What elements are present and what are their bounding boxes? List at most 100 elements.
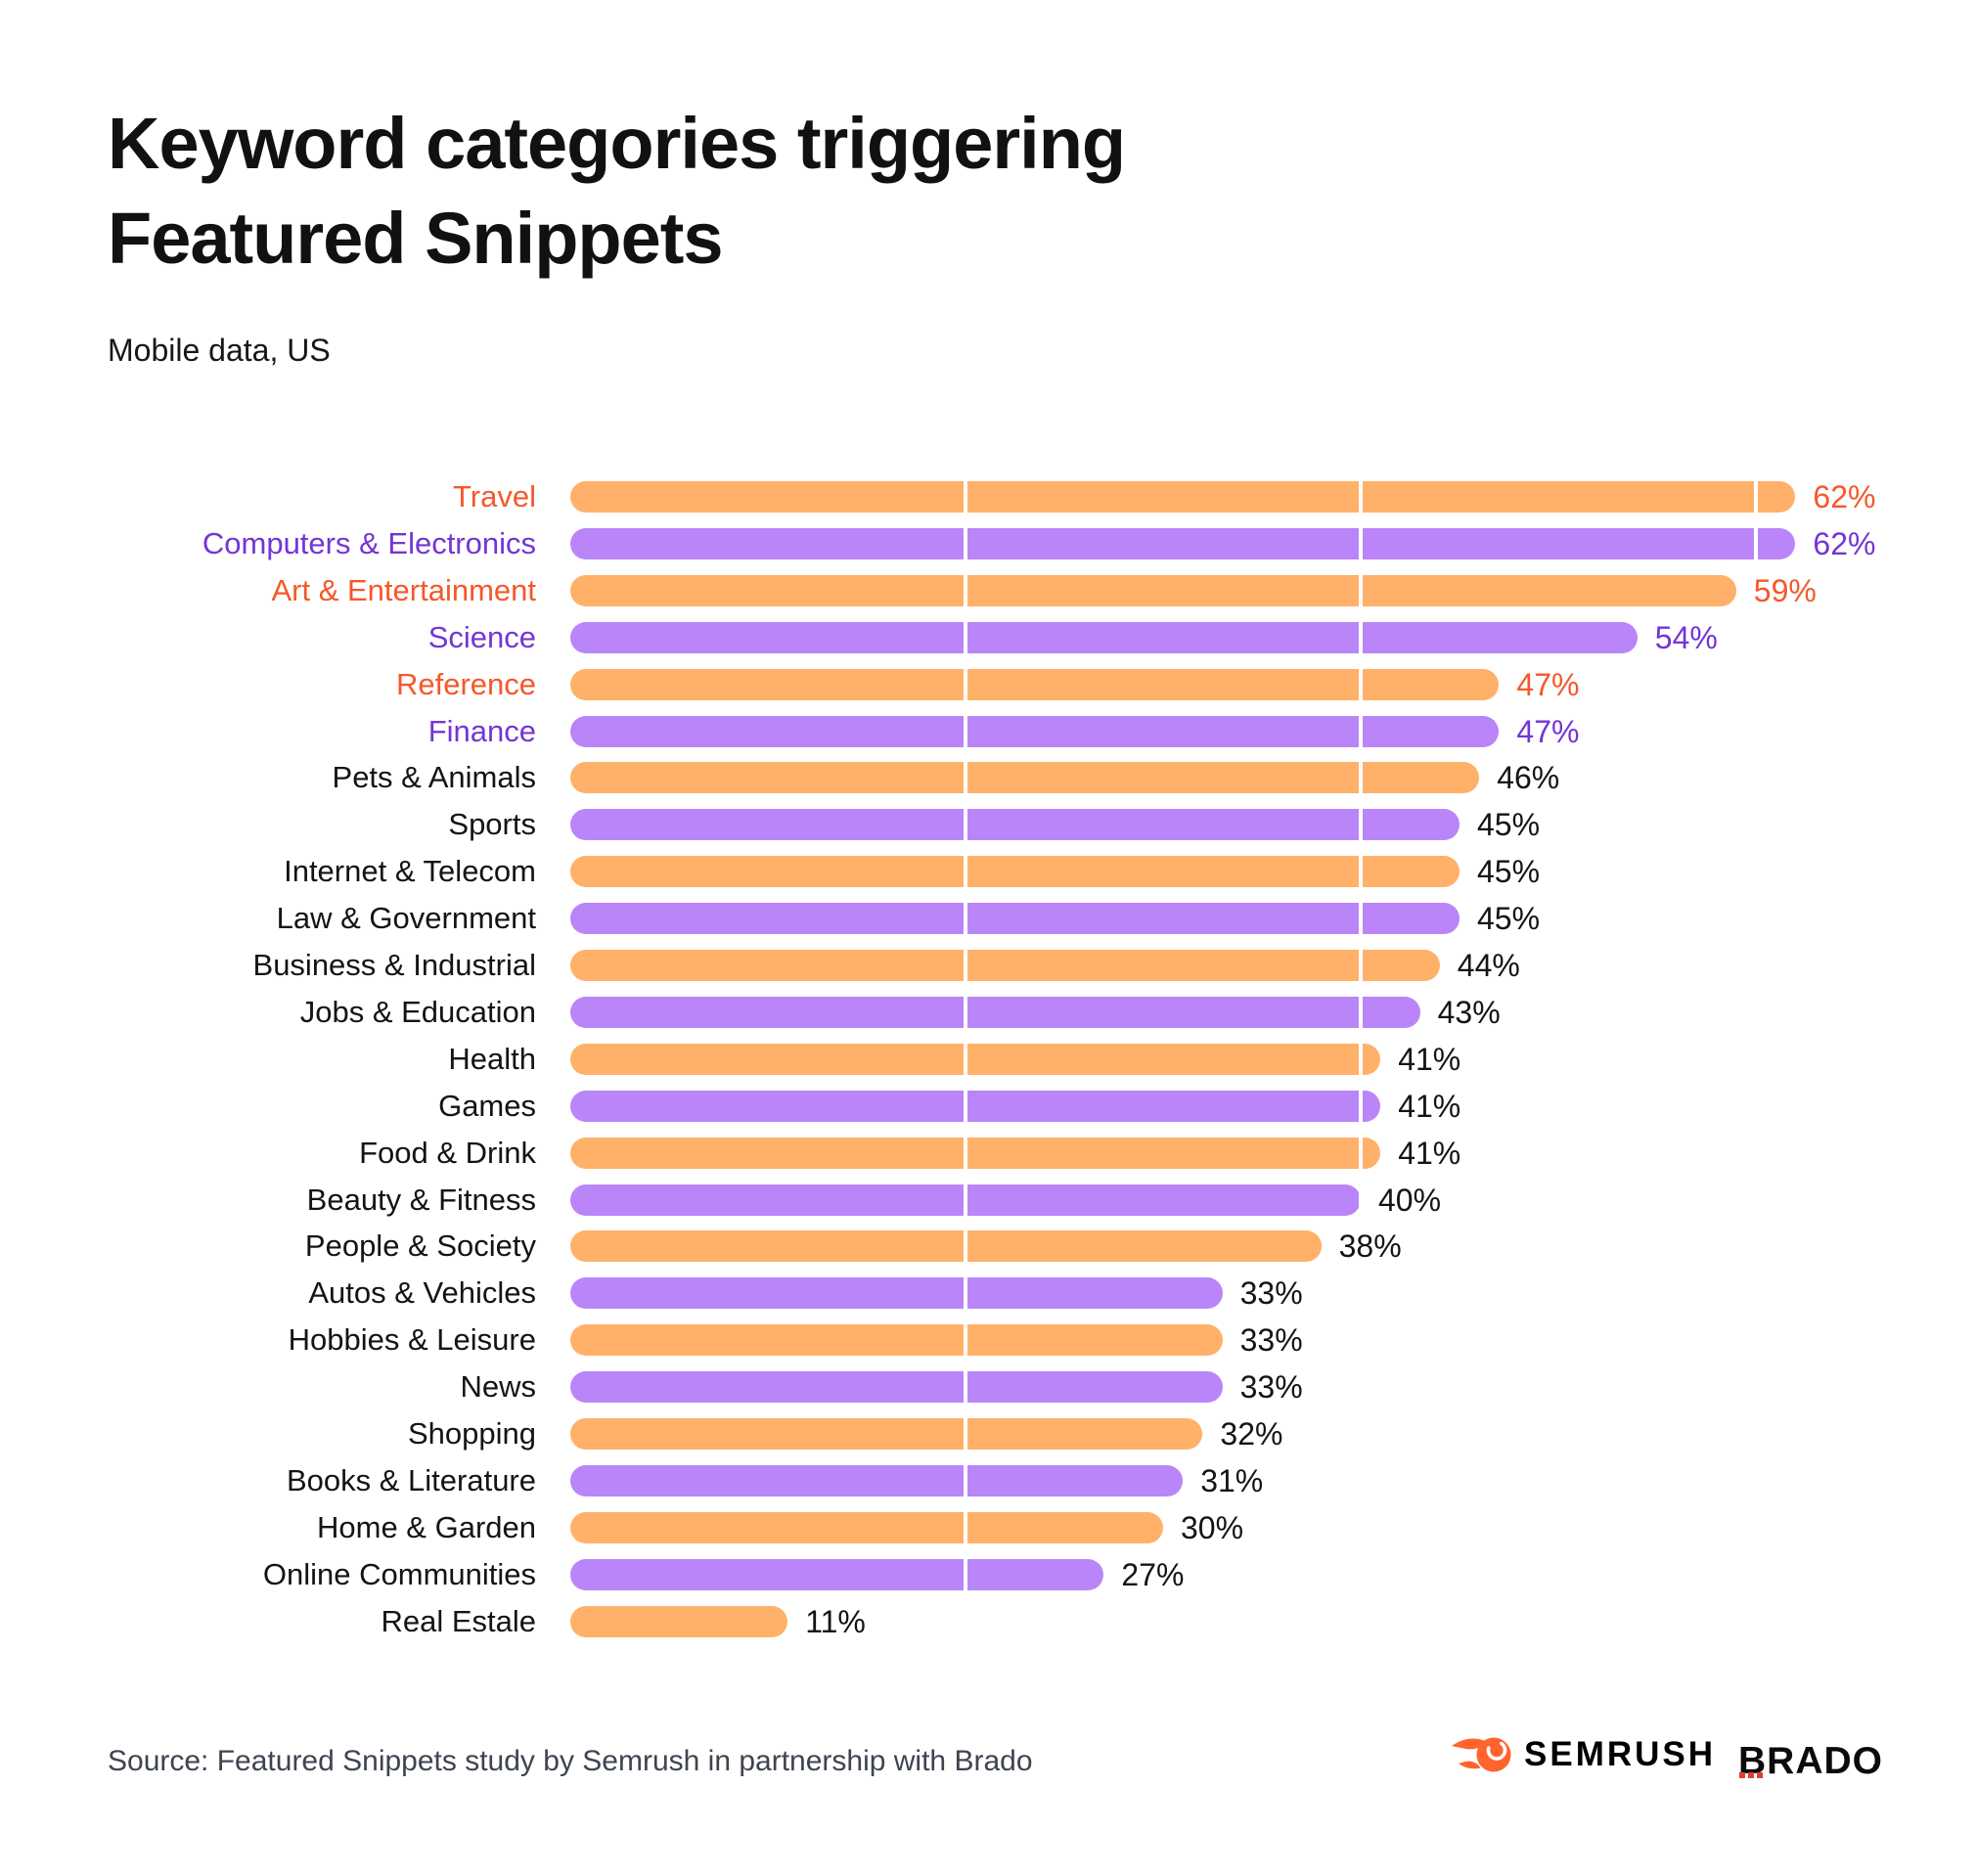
value-label: 41% bbox=[1398, 1135, 1461, 1171]
chart-row: News 33% bbox=[0, 1369, 1976, 1406]
value-label: 43% bbox=[1437, 994, 1501, 1030]
value-label: 54% bbox=[1654, 619, 1718, 655]
category-bar bbox=[570, 762, 1480, 794]
page-title-line2: Featured Snippets bbox=[108, 198, 724, 279]
category-label: Hobbies & Leisure bbox=[288, 1322, 536, 1358]
category-label: Finance bbox=[427, 713, 536, 748]
chart-row: Real Estale 11% bbox=[0, 1603, 1976, 1639]
brado-dots-icon bbox=[1739, 1772, 1763, 1778]
chart-row: Reference 47% bbox=[0, 666, 1976, 701]
category-bar bbox=[570, 1511, 1163, 1543]
value-label: 27% bbox=[1121, 1556, 1185, 1592]
source-note: Source: Featured Snippets study by Semru… bbox=[108, 1745, 1033, 1777]
category-label: People & Society bbox=[304, 1228, 536, 1264]
category-bar bbox=[570, 668, 1500, 700]
value-label: 33% bbox=[1239, 1369, 1303, 1406]
category-label: Beauty & Fitness bbox=[306, 1182, 536, 1217]
value-label: 45% bbox=[1477, 807, 1541, 843]
chart-row: Home & Garden 30% bbox=[0, 1509, 1976, 1545]
category-label: Online Communities bbox=[262, 1556, 536, 1591]
category-label: Reference bbox=[395, 666, 536, 701]
category-bar bbox=[570, 1230, 1322, 1263]
value-label: 47% bbox=[1516, 713, 1580, 749]
value-label: 45% bbox=[1477, 854, 1541, 890]
value-label: 45% bbox=[1477, 901, 1541, 937]
value-label: 44% bbox=[1457, 948, 1520, 983]
category-label: Sports bbox=[448, 807, 536, 842]
chart-row: Travel 62% bbox=[0, 481, 1976, 513]
chart-row: Jobs & Education 43% bbox=[0, 994, 1976, 1030]
category-bar bbox=[570, 574, 1736, 606]
category-bar bbox=[570, 809, 1460, 841]
gridline bbox=[1359, 477, 1363, 1645]
semrush-logo: SEMRUSH bbox=[1452, 1729, 1716, 1780]
value-label: 40% bbox=[1378, 1182, 1442, 1218]
value-label: 32% bbox=[1220, 1416, 1283, 1452]
category-label: Art & Entertainment bbox=[271, 572, 536, 607]
value-label: 59% bbox=[1753, 572, 1817, 608]
gridline bbox=[964, 477, 967, 1645]
category-bar bbox=[570, 950, 1440, 981]
value-label: 62% bbox=[1813, 479, 1876, 514]
category-bar bbox=[570, 1137, 1381, 1169]
chart-row: Autos & Vehicles 33% bbox=[0, 1277, 1976, 1310]
category-bar bbox=[570, 1558, 1104, 1590]
value-label: 30% bbox=[1181, 1509, 1244, 1545]
category-bar bbox=[570, 1043, 1381, 1075]
category-bar bbox=[570, 621, 1638, 653]
chart-row: Finance 47% bbox=[0, 713, 1976, 749]
value-label: 41% bbox=[1398, 1041, 1461, 1077]
value-label: 46% bbox=[1497, 760, 1560, 796]
category-bar bbox=[570, 856, 1460, 888]
category-bar bbox=[570, 1324, 1223, 1357]
category-label: Shopping bbox=[407, 1416, 536, 1451]
value-label: 41% bbox=[1398, 1088, 1461, 1124]
chart-row: Hobbies & Leisure 33% bbox=[0, 1322, 1976, 1359]
page-title: Keyword categories triggering Featured Sn… bbox=[108, 96, 1575, 286]
value-label: 11% bbox=[805, 1603, 866, 1639]
category-bar bbox=[570, 1418, 1203, 1450]
category-bar bbox=[570, 1371, 1223, 1404]
category-label: Internet & Telecom bbox=[284, 854, 536, 889]
chart-row: Shopping 32% bbox=[0, 1418, 1976, 1450]
category-label: Business & Industrial bbox=[252, 948, 536, 982]
chart-row: Computers & Electronics 62% bbox=[0, 525, 1976, 560]
category-label: Games bbox=[438, 1088, 536, 1123]
category-bar bbox=[570, 903, 1460, 935]
category-label: Health bbox=[448, 1041, 536, 1076]
value-label: 38% bbox=[1338, 1228, 1402, 1265]
chart-row: Pets & Animals 46% bbox=[0, 760, 1976, 796]
subtitle: Mobile data, US bbox=[108, 333, 331, 368]
value-label: 31% bbox=[1200, 1462, 1264, 1498]
chart-row: Beauty & Fitness 40% bbox=[0, 1184, 1976, 1216]
category-bar bbox=[570, 527, 1796, 559]
category-label: Books & Literature bbox=[286, 1462, 536, 1497]
page-title-line1: Keyword categories triggering bbox=[108, 103, 1126, 184]
chart-row: Food & Drink 41% bbox=[0, 1135, 1976, 1171]
semrush-wordmark: SEMRUSH bbox=[1524, 1735, 1717, 1773]
value-label: 33% bbox=[1239, 1322, 1303, 1359]
category-label: Home & Garden bbox=[317, 1509, 536, 1544]
category-label: Law & Government bbox=[276, 901, 536, 936]
semrush-icon bbox=[1452, 1737, 1511, 1772]
category-bar bbox=[570, 481, 1796, 513]
chart-row: Business & Industrial 44% bbox=[0, 950, 1976, 981]
chart-row: People & Society 38% bbox=[0, 1228, 1976, 1265]
gridline bbox=[1754, 477, 1758, 1645]
category-label: Pets & Animals bbox=[332, 760, 536, 795]
category-label: Computers & Electronics bbox=[202, 525, 536, 560]
chart-row: Books & Literature 31% bbox=[0, 1462, 1976, 1498]
chart-row: Law & Government 45% bbox=[0, 901, 1976, 937]
category-label: Science bbox=[427, 619, 536, 654]
category-label: Real Estale bbox=[381, 1603, 536, 1638]
category-bar bbox=[570, 715, 1500, 747]
brado-registered-dot-icon bbox=[1873, 1764, 1878, 1768]
category-bar bbox=[570, 1605, 788, 1637]
chart-row: Art & Entertainment 59% bbox=[0, 572, 1976, 608]
category-bar bbox=[570, 996, 1420, 1028]
chart-row: Science 54% bbox=[0, 619, 1976, 655]
chart-row: Online Communities 27% bbox=[0, 1556, 1976, 1592]
category-label: News bbox=[460, 1369, 536, 1405]
category-bar bbox=[570, 1090, 1381, 1122]
